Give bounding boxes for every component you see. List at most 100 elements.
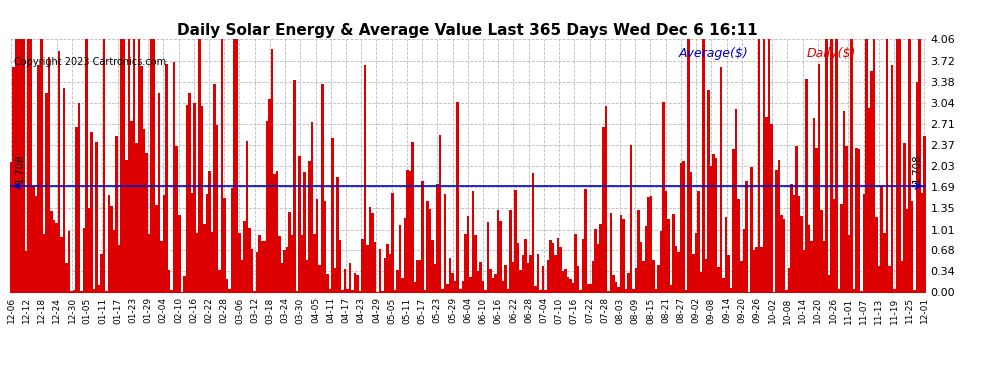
Bar <box>239 233 241 292</box>
Bar <box>72 290 75 292</box>
Text: 1.708: 1.708 <box>15 153 25 183</box>
Bar <box>757 39 760 292</box>
Bar <box>206 194 208 292</box>
Bar <box>424 290 427 292</box>
Bar <box>255 252 258 292</box>
Bar <box>916 82 918 292</box>
Bar <box>33 186 35 292</box>
Bar <box>178 215 180 292</box>
Bar <box>798 196 800 292</box>
Bar <box>419 260 422 292</box>
Bar <box>549 240 551 292</box>
Bar <box>537 254 540 292</box>
Bar <box>10 162 13 292</box>
Bar <box>544 290 546 292</box>
Bar <box>98 285 100 292</box>
Bar <box>868 108 870 292</box>
Bar <box>271 49 273 292</box>
Bar <box>582 239 584 292</box>
Bar <box>234 39 236 292</box>
Bar <box>417 260 419 292</box>
Bar <box>775 170 777 292</box>
Bar <box>903 143 906 292</box>
Bar <box>136 143 138 292</box>
Bar <box>805 79 808 292</box>
Bar <box>366 245 368 292</box>
Bar <box>442 289 444 292</box>
Bar <box>888 267 891 292</box>
Bar <box>675 246 677 292</box>
Bar <box>638 210 640 292</box>
Bar <box>654 289 657 292</box>
Bar <box>422 181 424 292</box>
Bar <box>55 223 57 292</box>
Bar <box>525 239 527 292</box>
Bar <box>836 39 838 292</box>
Bar <box>298 156 301 292</box>
Bar <box>379 249 381 292</box>
Bar <box>484 290 487 292</box>
Bar <box>610 213 612 292</box>
Bar <box>572 283 574 292</box>
Bar <box>444 194 446 292</box>
Bar <box>540 290 542 292</box>
Bar <box>45 93 48 292</box>
Bar <box>730 288 733 292</box>
Bar <box>363 65 366 292</box>
Bar <box>373 242 376 292</box>
Bar <box>870 71 873 292</box>
Bar <box>923 136 926 292</box>
Bar <box>339 240 342 292</box>
Bar <box>437 184 439 292</box>
Bar <box>853 289 855 292</box>
Bar <box>52 220 55 292</box>
Bar <box>356 275 358 292</box>
Bar <box>208 171 211 292</box>
Bar <box>713 154 715 292</box>
Bar <box>110 206 113 292</box>
Bar <box>175 146 178 292</box>
Bar <box>772 291 775 292</box>
Bar <box>777 160 780 292</box>
Bar <box>579 290 582 292</box>
Bar <box>808 225 810 292</box>
Bar <box>301 235 304 292</box>
Bar <box>43 234 45 292</box>
Bar <box>409 171 411 292</box>
Bar <box>173 62 175 292</box>
Bar <box>509 210 512 292</box>
Bar <box>326 274 329 292</box>
Bar <box>293 80 296 292</box>
Bar <box>617 287 620 292</box>
Bar <box>48 57 50 292</box>
Bar <box>687 39 690 292</box>
Bar <box>100 254 103 292</box>
Bar <box>826 39 828 292</box>
Bar <box>755 247 757 292</box>
Bar <box>384 258 386 292</box>
Bar <box>201 106 203 292</box>
Bar <box>865 39 868 292</box>
Bar <box>65 262 67 292</box>
Bar <box>358 291 361 292</box>
Bar <box>728 255 730 292</box>
Bar <box>745 181 747 292</box>
Bar <box>361 238 363 292</box>
Bar <box>738 199 740 292</box>
Bar <box>532 173 535 292</box>
Bar <box>715 159 718 292</box>
Bar <box>527 263 530 292</box>
Bar <box>740 261 742 292</box>
Bar <box>584 189 587 292</box>
Bar <box>685 290 687 292</box>
Bar <box>564 269 567 292</box>
Bar <box>602 128 605 292</box>
Bar <box>231 188 234 292</box>
Bar <box>487 222 489 292</box>
Bar <box>680 164 682 292</box>
Bar <box>742 229 745 292</box>
Bar <box>296 291 298 292</box>
Bar <box>344 269 346 292</box>
Bar <box>108 195 110 292</box>
Bar <box>451 273 454 292</box>
